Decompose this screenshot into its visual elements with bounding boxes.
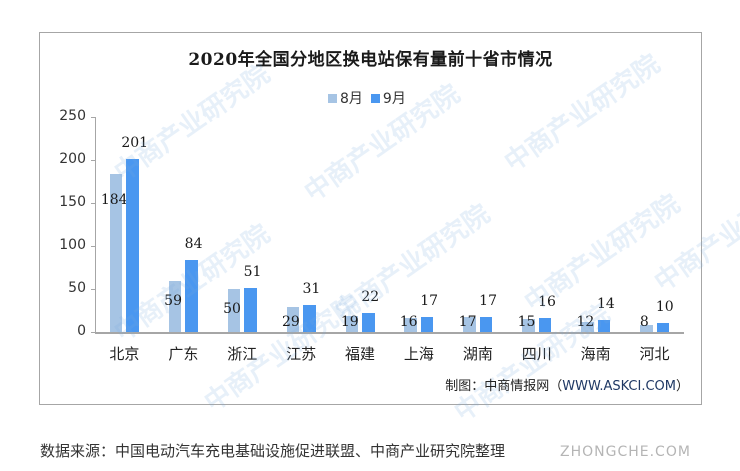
bar-sep bbox=[244, 288, 257, 332]
chart-frame: 2020年全国分地区换电站保有量前十省市情况 8月 9月 0 50 100 150 20… bbox=[39, 32, 740, 428]
value-label: 201 bbox=[121, 135, 149, 152]
value-label: 15 bbox=[517, 314, 536, 330]
watermark-text: 中商产业研究院 bbox=[299, 79, 466, 209]
y-tick-mark bbox=[91, 332, 95, 333]
x-axis bbox=[95, 332, 684, 334]
bar-aug bbox=[345, 315, 359, 332]
bar-sep bbox=[420, 317, 434, 332]
bar-sep bbox=[656, 323, 670, 332]
y-tick-mark bbox=[91, 289, 95, 290]
legend-item-aug: 8月 bbox=[328, 88, 363, 108]
site-watermark: ZHONGCHE.COM bbox=[560, 444, 691, 460]
plot-area: 0 50 100 150 200 250 184 201 北京 59 84 广东 50 51 浙江 29 31 江… bbox=[40, 33, 740, 428]
x-category-label: 四川 bbox=[521, 345, 552, 363]
credit-prefix: 制图：中商情报网（ bbox=[445, 379, 563, 394]
bar-sep bbox=[126, 159, 139, 332]
value-label: 22 bbox=[361, 289, 380, 306]
bar-aug bbox=[168, 281, 182, 332]
legend-label-sep: 9月 bbox=[382, 91, 406, 107]
value-label: 29 bbox=[281, 314, 300, 330]
x-category-label: 浙江 bbox=[227, 345, 258, 363]
bar-sep bbox=[303, 305, 316, 332]
x-category-label: 江苏 bbox=[286, 345, 317, 363]
x-category-label: 广东 bbox=[168, 345, 199, 363]
value-label: 14 bbox=[596, 295, 615, 312]
legend-label-aug: 8月 bbox=[340, 91, 363, 107]
credit-url: WWW.ASKCI.COM bbox=[562, 379, 676, 394]
bar-sep bbox=[362, 313, 375, 332]
legend-swatch-sep bbox=[370, 93, 380, 103]
y-tick-label: 0 bbox=[77, 323, 86, 339]
credit-suffix: ） bbox=[675, 379, 689, 394]
value-label: 59 bbox=[164, 293, 182, 310]
bar-sep bbox=[538, 318, 552, 332]
watermark-text: 中商产业研究院 bbox=[499, 49, 666, 179]
legend: 8月 9月 bbox=[328, 88, 410, 108]
x-category-label: 上海 bbox=[403, 345, 434, 363]
bar-aug bbox=[581, 321, 594, 332]
value-label: 16 bbox=[538, 294, 556, 311]
value-label: 10 bbox=[655, 299, 674, 316]
bar-aug bbox=[522, 319, 535, 332]
y-tick-mark bbox=[91, 203, 95, 204]
bar-aug bbox=[109, 173, 123, 332]
y-tick-mark bbox=[91, 160, 95, 161]
x-category-label: 福建 bbox=[345, 345, 376, 363]
y-tick-label: 100 bbox=[59, 237, 86, 253]
value-label: 17 bbox=[479, 293, 497, 310]
value-label: 184 bbox=[100, 191, 128, 208]
value-label: 50 bbox=[223, 301, 241, 317]
x-category-label: 湖南 bbox=[462, 345, 493, 363]
value-label: 31 bbox=[302, 281, 321, 298]
x-category-label: 北京 bbox=[109, 345, 140, 363]
legend-swatch-aug bbox=[328, 93, 337, 103]
y-tick-label: 50 bbox=[68, 280, 86, 296]
value-label: 8 bbox=[639, 314, 649, 330]
bar-aug bbox=[404, 318, 417, 332]
bar-aug bbox=[286, 307, 300, 332]
bar-aug bbox=[227, 289, 241, 332]
legend-item-sep: 9月 bbox=[370, 88, 406, 108]
chart-title: 2020年全国分地区换电站保有量前十省市情况 bbox=[188, 50, 553, 70]
bar-sep bbox=[597, 319, 611, 332]
y-tick-label: 250 bbox=[59, 108, 86, 124]
value-label: 84 bbox=[184, 235, 203, 252]
y-tick-mark bbox=[91, 117, 95, 118]
value-label: 16 bbox=[399, 314, 418, 330]
value-label: 12 bbox=[576, 314, 595, 330]
bar-sep bbox=[185, 259, 198, 332]
watermark-text: 中商产业研究院 bbox=[649, 169, 740, 299]
chart-credit: 制图：中商情报网（WWW.ASKCI.COM） bbox=[445, 375, 689, 394]
bar-sep bbox=[479, 317, 493, 332]
y-tick-label: 200 bbox=[59, 151, 86, 167]
watermark-text: 中商产业研究院 bbox=[329, 199, 496, 329]
value-label: 51 bbox=[243, 264, 262, 281]
y-axis bbox=[95, 117, 96, 332]
value-label: 17 bbox=[458, 314, 477, 330]
y-tick-label: 150 bbox=[59, 194, 86, 210]
bar-aug bbox=[640, 325, 653, 332]
value-label: 19 bbox=[340, 314, 359, 330]
y-tick-mark bbox=[91, 246, 95, 247]
x-category-label: 海南 bbox=[580, 345, 611, 363]
x-category-label: 河北 bbox=[639, 345, 670, 363]
bar-aug bbox=[463, 317, 476, 332]
value-label: 17 bbox=[420, 293, 439, 310]
data-source-note: 数据来源：中国电动汽车充电基础设施促进联盟、中商产业研究院整理 bbox=[40, 442, 506, 460]
